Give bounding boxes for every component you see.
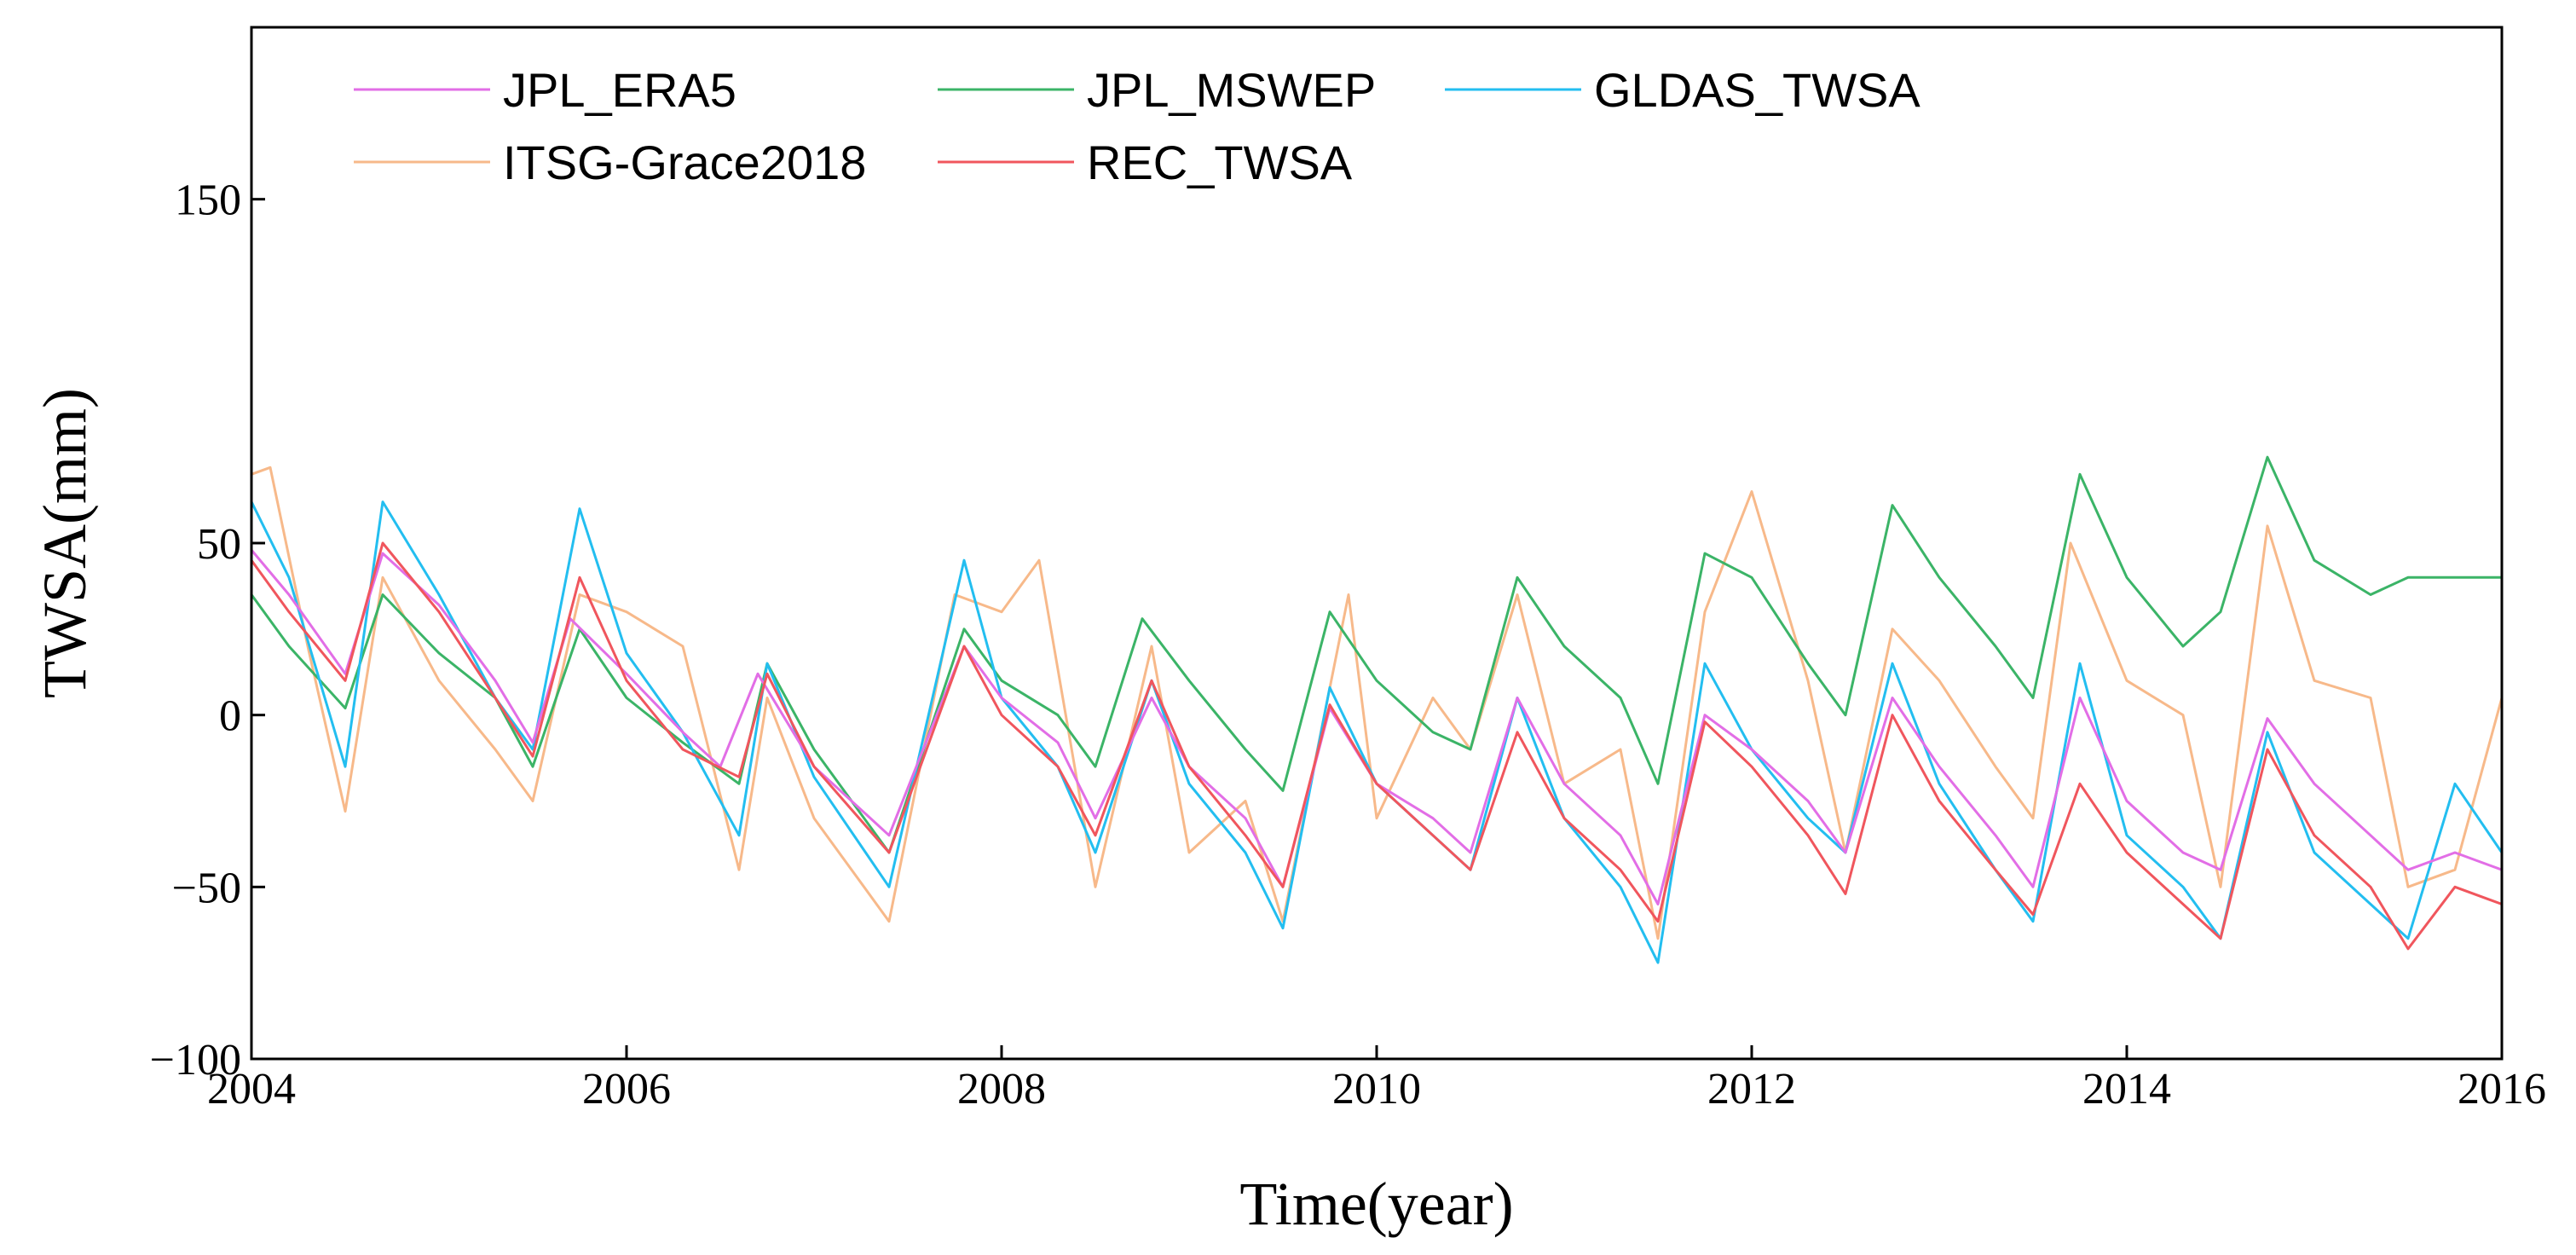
- x-tick-label-2006: 2006: [582, 1065, 671, 1113]
- x-tick-label-2004: 2004: [207, 1065, 296, 1113]
- x-axis-title: Time(year): [1239, 1170, 1513, 1238]
- series-line-jpl-era5: [250, 548, 2504, 905]
- series-line-jpl-mswep: [250, 455, 2504, 854]
- legend-label-jpl-mswep: JPL_MSWEP: [1087, 63, 1376, 117]
- y-tick-label-150: 150: [175, 176, 241, 225]
- series-line-itsg-grace2018: [250, 466, 2504, 940]
- legend-label-rec-twsa: REC_TWSA: [1087, 136, 1353, 189]
- x-tick-label-2008: 2008: [957, 1065, 1046, 1113]
- y-tick-label-50: 50: [197, 520, 241, 569]
- legend-label-itsg-grace2018: ITSG-Grace2018: [503, 136, 866, 189]
- x-tick-label-2014: 2014: [2082, 1065, 2171, 1113]
- x-tick-label-2010: 2010: [1332, 1065, 1421, 1113]
- y-tick-label--100: −100: [150, 1036, 241, 1084]
- series-layer: [250, 455, 2504, 964]
- legend: JPL_ERA5 JPL_MSWEP GLDAS_TWSA ITSG-Grace…: [354, 63, 1920, 189]
- y-tick-label-0: 0: [219, 692, 241, 741]
- series-line-rec-twsa: [250, 541, 2504, 951]
- x-tick-label-2016: 2016: [2458, 1065, 2546, 1113]
- series-line-gldas-twsa: [250, 500, 2504, 964]
- x-tick-label-2012: 2012: [1707, 1065, 1796, 1113]
- y-axis-title: TWSA(mm): [31, 388, 99, 698]
- y-tick-label--50: −50: [172, 864, 241, 912]
- axis-layer: 2004 2006 2008 2010 2012 2014 2016 −100 −50 0 50 15…: [150, 176, 2546, 1113]
- legend-label-gldas-twsa: GLDAS_TWSA: [1594, 63, 1920, 117]
- legend-label-jpl-era5: JPL_ERA5: [503, 63, 736, 117]
